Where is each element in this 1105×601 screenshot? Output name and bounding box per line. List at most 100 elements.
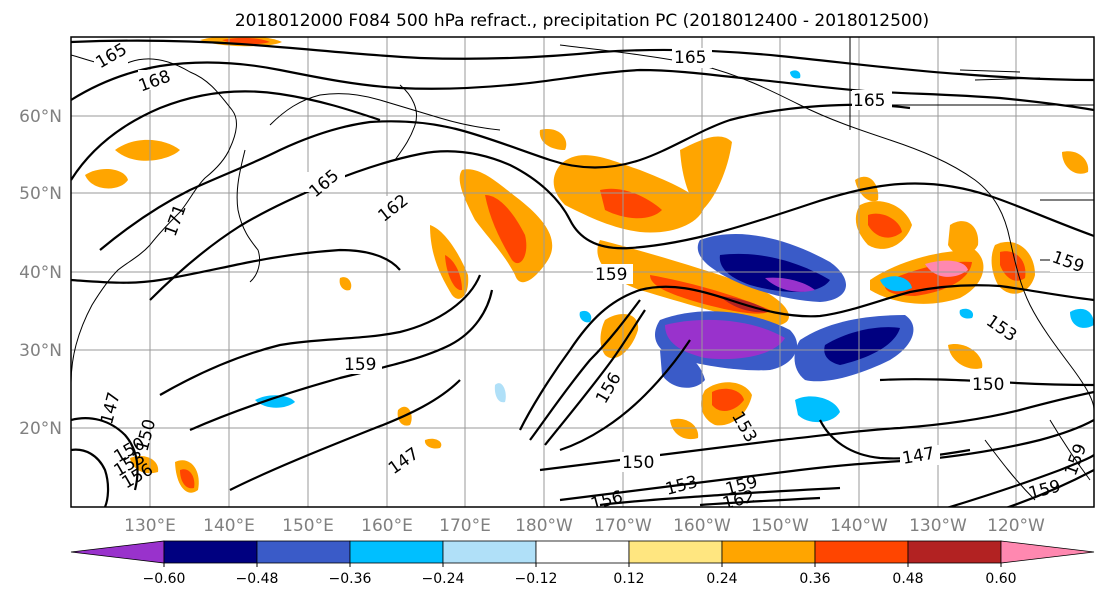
lon-label: 160°E <box>361 516 413 536</box>
contour-line <box>159 274 482 396</box>
contour-line <box>71 248 401 284</box>
contour-line <box>519 284 1094 431</box>
graticule <box>71 37 1094 507</box>
map-frame <box>70 36 1095 508</box>
precip-patch <box>485 195 527 264</box>
lat-label: 60°N <box>19 107 62 127</box>
lon-label: 120°W <box>987 516 1045 536</box>
contour-label: 162 <box>721 487 758 515</box>
lat-label: 20°N <box>19 419 62 439</box>
contour-line <box>71 90 381 181</box>
contour-label: 150 <box>972 375 1004 395</box>
lon-label: 130°E <box>124 516 176 536</box>
lat-label: 40°N <box>19 263 62 283</box>
precip-patch <box>255 395 295 408</box>
precip-patch <box>765 277 815 292</box>
precip-fill-layer <box>85 37 1094 493</box>
lat-label: 30°N <box>19 341 62 361</box>
colorbar-tick-label: −0.48 <box>236 571 279 587</box>
precip-patch <box>712 388 744 412</box>
lon-label: 160°W <box>673 516 731 536</box>
precip-patch <box>790 70 801 79</box>
precip-patch <box>180 469 195 489</box>
colorbar-tick-label: 0.24 <box>706 571 737 587</box>
colorbar-segment <box>256 540 351 564</box>
lon-label: 170°W <box>594 516 652 536</box>
colorbar-segment <box>70 540 165 564</box>
precip-patch <box>1070 308 1094 328</box>
contour-line <box>71 39 1094 82</box>
lon-label: 140°W <box>830 516 888 536</box>
colorbar-tick-label: −0.60 <box>143 571 186 587</box>
colorbar-segment <box>814 540 909 564</box>
lon-label: 170°E <box>439 516 491 536</box>
colorbar: −0.60 −0.48 −0.36 −0.24 −0.12 0.12 0.24 0.36 0.4… <box>70 540 1095 587</box>
contour-line <box>529 299 641 441</box>
colorbar-tick-label: 0.60 <box>985 571 1016 587</box>
precip-patch <box>579 310 592 323</box>
contour-label: 150 <box>622 453 654 473</box>
colorbar-segment <box>535 540 630 564</box>
precip-patch <box>795 396 840 423</box>
colorbar-segment <box>721 540 816 564</box>
contour-line <box>819 419 971 460</box>
contour-line <box>559 419 1094 502</box>
precip-patch <box>959 308 974 319</box>
precip-patch <box>719 253 830 292</box>
contour-label: 156 <box>589 487 626 515</box>
precip-patch <box>948 221 979 256</box>
contour-label: 159 <box>344 355 376 375</box>
latitude-axis: 60°N 50°N 40°N 30°N 20°N <box>19 107 62 439</box>
colorbar-tick-label: 0.12 <box>613 571 644 587</box>
precip-patch <box>600 188 662 219</box>
contour-line <box>599 486 841 507</box>
colorbar-segment <box>1000 540 1095 564</box>
precip-patch <box>445 255 462 291</box>
longitude-axis: 130°E 140°E 150°E 160°E 170°E 180°W 170°… <box>124 516 1045 536</box>
precip-patch <box>494 383 506 403</box>
precip-patch <box>1000 251 1026 281</box>
precip-patch <box>670 418 699 440</box>
contour-line <box>946 454 1094 507</box>
colorbar-segments <box>70 540 1095 564</box>
colorbar-segment <box>349 540 444 564</box>
colorbar-segment <box>628 540 723 564</box>
precip-patch <box>660 349 705 388</box>
precip-patch <box>600 314 639 359</box>
contour-line <box>559 339 691 452</box>
colorbar-tick-label: 0.48 <box>892 571 923 587</box>
colorbar-ticks: −0.60 −0.48 −0.36 −0.24 −0.12 0.12 0.24 0.36 0.4… <box>143 563 1017 587</box>
precip-patch <box>824 327 900 365</box>
contour-line <box>544 309 646 446</box>
map-panel: 165 168 165 165 165 162 171 159 159 159 … <box>70 36 1095 515</box>
contour-line <box>229 379 461 491</box>
precip-patch <box>339 277 352 291</box>
contour-label: 165 <box>674 48 706 68</box>
precip-patch <box>665 319 785 360</box>
contour-line <box>699 496 821 507</box>
contour-label: 159 <box>595 265 627 285</box>
precip-patch <box>424 438 442 449</box>
map-title: 2018012000 F084 500 hPa refract., precip… <box>235 11 929 31</box>
precip-patch <box>868 213 902 238</box>
lon-label: 150°W <box>751 516 809 536</box>
contour-line <box>71 448 110 507</box>
colorbar-tick-label: −0.12 <box>515 571 558 587</box>
colorbar-tick-label: −0.36 <box>329 571 372 587</box>
lat-label: 50°N <box>19 184 62 204</box>
contour-line <box>71 61 1094 112</box>
lon-label: 140°E <box>203 516 255 536</box>
colorbar-segment <box>907 540 1002 564</box>
colorbar-segment <box>163 540 258 564</box>
contour-label: 165 <box>853 91 885 111</box>
colorbar-tick-label: −0.24 <box>422 571 465 587</box>
contour-line <box>99 103 911 251</box>
precip-patch <box>880 276 912 292</box>
lon-label: 130°W <box>909 516 967 536</box>
precip-patch <box>1062 151 1089 174</box>
precip-patch <box>539 129 567 150</box>
contour-line <box>71 417 139 491</box>
precip-patch <box>115 139 180 161</box>
lon-label: 180°W <box>515 516 573 536</box>
